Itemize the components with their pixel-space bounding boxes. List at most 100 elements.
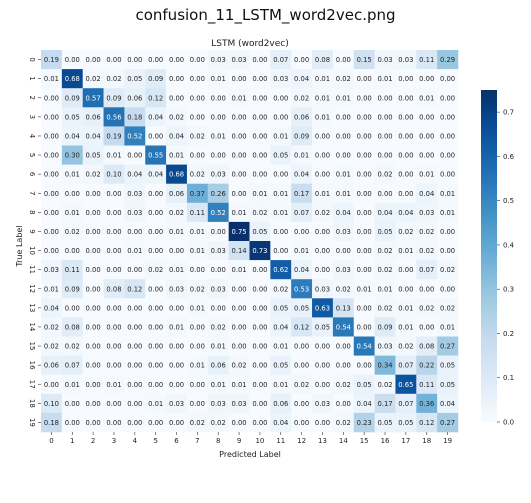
heatmap-cell	[145, 50, 167, 70]
heatmap-cell	[207, 317, 229, 337]
cell-value-label: 0.00	[315, 132, 330, 140]
cell-value-label: 0.00	[440, 75, 455, 83]
heatmap-cell	[82, 126, 104, 146]
x-tick-label: 0	[49, 437, 53, 445]
cell-value-label: 0.03	[211, 56, 226, 64]
heatmap-cell	[249, 202, 271, 223]
cell-value-label: 0.02	[44, 323, 59, 331]
heatmap-cell	[186, 164, 209, 184]
cell-value-label: 0.00	[273, 113, 288, 121]
cell-value-label: 0.36	[419, 400, 434, 408]
cell-value-label: 0.00	[315, 228, 330, 236]
cell-value-label: 0.00	[440, 285, 455, 293]
cell-value-label: 0.06	[273, 400, 288, 408]
cell-value-label: 0.03	[398, 56, 413, 64]
heatmap-cell	[249, 50, 271, 70]
cell-value-label: 0.00	[106, 343, 121, 351]
cell-value-label: 0.00	[419, 113, 434, 121]
heatmap-cell	[228, 69, 250, 89]
heatmap-cell	[207, 221, 229, 242]
heatmap-cell	[353, 336, 375, 356]
heatmap-cell	[437, 298, 459, 318]
cell-value-label: 0.07	[419, 266, 434, 274]
heatmap-cell	[395, 260, 417, 280]
heatmap-cell	[353, 279, 375, 299]
heatmap-cell	[291, 298, 313, 318]
heatmap-cell	[374, 202, 396, 223]
heatmap-cell	[416, 241, 438, 261]
cell-value-label: 0.02	[377, 266, 392, 274]
cell-value-label: 0.09	[377, 323, 392, 331]
heatmap-cell	[332, 355, 355, 375]
x-tick-label: 6	[174, 437, 179, 445]
heatmap-cell	[41, 183, 63, 204]
cell-value-label: 0.00	[232, 323, 247, 331]
cell-value-label: 0.00	[252, 266, 267, 274]
cell-value-label: 0.01	[336, 171, 351, 179]
cell-value-label: 0.57	[86, 94, 101, 102]
heatmap-cell	[395, 241, 417, 261]
heatmap-cell	[61, 221, 83, 242]
heatmap-cell	[228, 88, 250, 108]
heatmap-cell	[145, 355, 167, 375]
heatmap-cell	[61, 374, 83, 395]
heatmap-cell	[41, 164, 63, 184]
cell-value-label: 0.04	[86, 132, 101, 140]
heatmap-cell	[207, 126, 229, 146]
cell-value-label: 0.02	[190, 171, 205, 179]
cell-value-label: 0.00	[440, 94, 455, 102]
cell-value-label: 0.02	[106, 75, 121, 83]
heatmap-cell	[124, 298, 146, 318]
y-axis-label: True Label	[15, 225, 24, 267]
cell-value-label: 0.55	[148, 152, 163, 160]
heatmap-cell	[312, 107, 334, 127]
heatmap-cell	[416, 107, 438, 127]
cell-value-label: 0.00	[65, 190, 80, 198]
cell-value-label: 0.00	[148, 285, 163, 293]
heatmap-cell	[228, 50, 250, 70]
heatmap-cell	[145, 298, 167, 318]
cell-value-label: 0.00	[190, 75, 205, 83]
cell-value-label: 0.07	[398, 400, 413, 408]
heatmap-cell	[145, 145, 167, 165]
cell-value-label: 0.15	[357, 56, 372, 64]
heatmap-cell	[291, 317, 313, 337]
cell-value-label: 0.02	[294, 94, 309, 102]
heatmap-cell	[332, 393, 355, 414]
cell-value-label: 0.00	[232, 304, 247, 312]
cell-value-label: 0.02	[377, 171, 392, 179]
heatmap-cell	[395, 317, 417, 337]
heatmap-cell	[145, 317, 167, 337]
heatmap-cell	[186, 336, 209, 356]
heatmap-cell	[332, 50, 355, 70]
cell-value-label: 0.02	[86, 75, 101, 83]
cell-value-label: 0.01	[190, 228, 205, 236]
cell-value-label: 0.09	[106, 94, 121, 102]
cell-value-label: 0.04	[273, 419, 288, 427]
cell-value-label: 0.10	[106, 171, 121, 179]
heatmap-cell	[228, 164, 250, 184]
colorbar-tick-label: 0.6	[503, 153, 515, 161]
cell-value-label: 0.01	[419, 171, 434, 179]
cell-value-label: 0.52	[127, 132, 142, 140]
cell-value-label: 0.02	[190, 132, 205, 140]
cell-value-label: 0.01	[273, 209, 288, 217]
heatmap-cell	[41, 126, 63, 146]
cell-value-label: 0.03	[273, 75, 288, 83]
cell-value-label: 0.00	[127, 228, 142, 236]
heatmap-cell	[186, 107, 209, 127]
cell-value-label: 0.09	[65, 94, 80, 102]
cell-value-label: 0.54	[336, 323, 351, 331]
heatmap-cell	[353, 50, 375, 70]
heatmap-cell	[395, 126, 417, 146]
cell-value-label: 0.02	[190, 285, 205, 293]
cell-value-label: 0.03	[127, 209, 142, 217]
heatmap-cell	[166, 336, 188, 356]
heatmap-cell	[332, 374, 355, 395]
heatmap-cell	[103, 317, 125, 337]
cell-value-label: 0.00	[106, 266, 121, 274]
heatmap-cell	[228, 393, 250, 414]
heatmap-cell	[61, 202, 83, 223]
heatmap-cell	[228, 107, 250, 127]
cell-value-label: 0.01	[211, 343, 226, 351]
